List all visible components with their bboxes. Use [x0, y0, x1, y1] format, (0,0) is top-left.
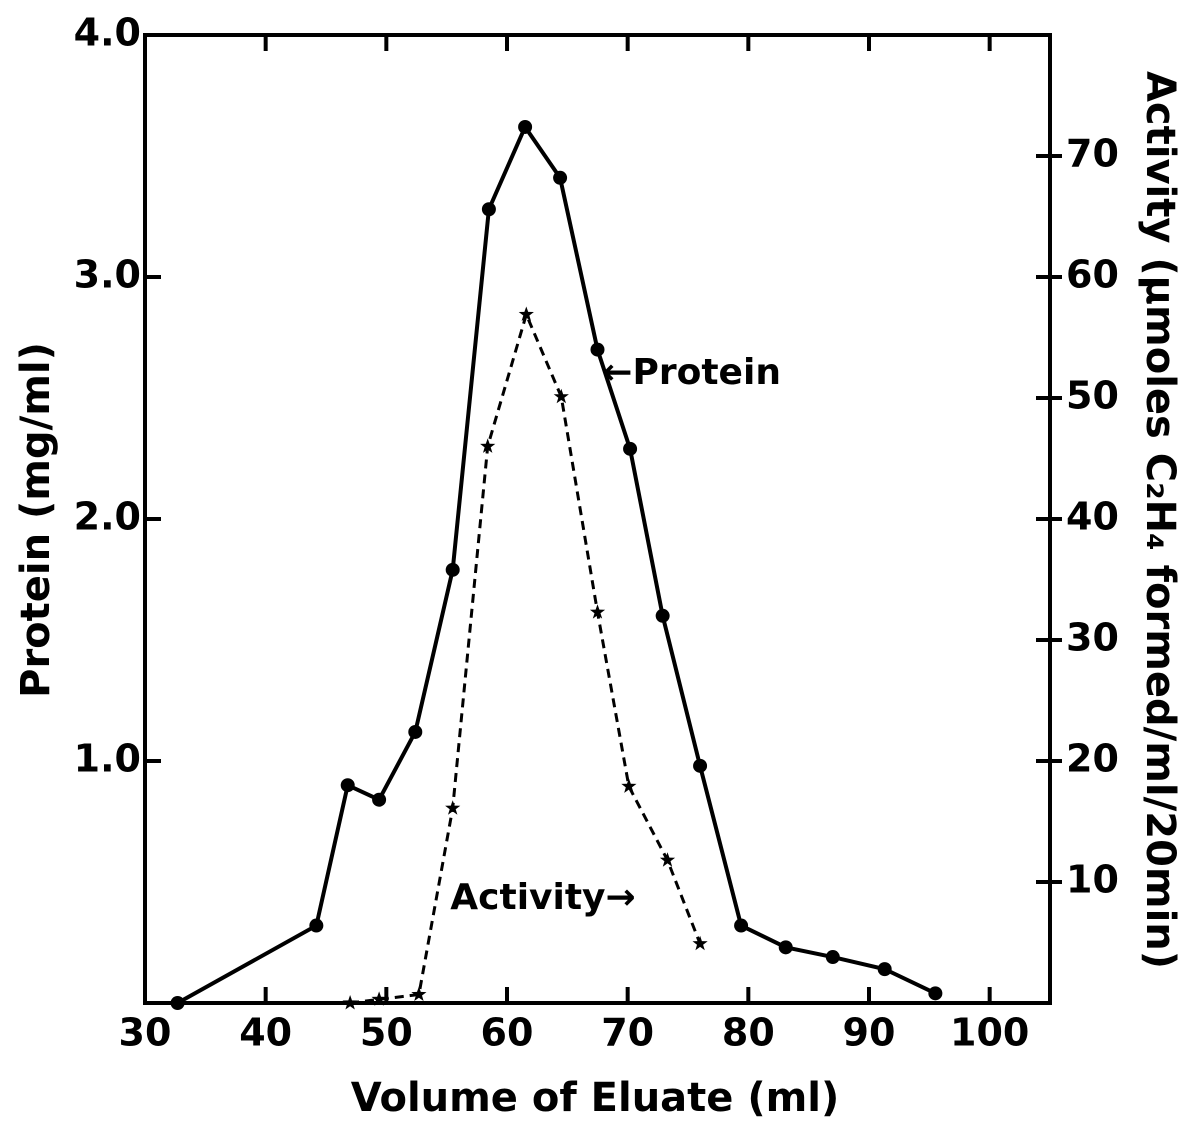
- annotation: ←Protein: [602, 352, 781, 393]
- star-marker: [371, 991, 387, 1006]
- star-marker: [411, 986, 427, 1001]
- x-tick-label: 80: [722, 1011, 775, 1055]
- y2-tick-label: 50: [1066, 374, 1119, 418]
- x-tick-label: 30: [119, 1011, 172, 1055]
- circle-marker: [928, 986, 943, 1001]
- x-tick-label: 90: [843, 1011, 896, 1055]
- circle-marker: [408, 724, 423, 739]
- y2-tick-label: 30: [1066, 616, 1119, 660]
- plot-frame: [143, 33, 1052, 1005]
- star-marker: [659, 852, 676, 867]
- annotation: Activity→: [450, 877, 635, 918]
- circle-marker: [170, 996, 185, 1010]
- y2-tick-label: 20: [1066, 737, 1119, 781]
- circle-marker: [877, 962, 892, 977]
- y-axis-label: Protein (mg/ml): [13, 342, 59, 698]
- y2-tick-label: 70: [1066, 132, 1119, 176]
- star-marker: [342, 995, 358, 1010]
- y2-tick-label: 60: [1066, 253, 1119, 297]
- x-axis-label: Volume of Eluate (ml): [351, 1075, 840, 1121]
- y-tick-label: 1.0: [74, 737, 141, 781]
- circle-marker: [655, 608, 670, 623]
- circle-marker: [518, 119, 533, 134]
- circle-marker: [590, 342, 605, 357]
- y2-tick-label: 10: [1066, 858, 1119, 902]
- circle-marker: [372, 792, 387, 807]
- star-marker: [518, 306, 534, 321]
- series-line: [176, 122, 937, 1005]
- circle-marker: [693, 758, 708, 773]
- star-marker: [553, 388, 569, 404]
- star-marker: [480, 438, 496, 453]
- y-tick-label: 3.0: [74, 253, 141, 297]
- x-tick-label: 60: [481, 1011, 534, 1055]
- y2-axis-label: Activity (µmoles C₂H₄ formed/ml/20min): [1137, 71, 1183, 969]
- star-marker: [621, 778, 637, 793]
- circle-marker: [623, 441, 638, 456]
- circle-marker: [445, 562, 460, 577]
- y-tick-label: 2.0: [74, 495, 141, 539]
- circle-marker: [825, 950, 840, 965]
- star-marker: [692, 935, 708, 951]
- circle-marker: [778, 940, 793, 955]
- circle-marker: [734, 918, 749, 933]
- x-tick-label: 50: [360, 1011, 413, 1055]
- circle-marker: [553, 170, 568, 185]
- star-marker: [589, 604, 606, 619]
- circle-marker: [481, 202, 496, 217]
- circle-marker: [340, 778, 355, 793]
- x-tick-label: 100: [950, 1011, 1029, 1055]
- star-marker: [445, 800, 461, 815]
- y2-tick-label: 40: [1066, 495, 1119, 539]
- y-tick-label: 4.0: [74, 11, 141, 55]
- x-tick-label: 40: [239, 1011, 292, 1055]
- circle-marker: [309, 918, 324, 933]
- x-tick-label: 70: [601, 1011, 654, 1055]
